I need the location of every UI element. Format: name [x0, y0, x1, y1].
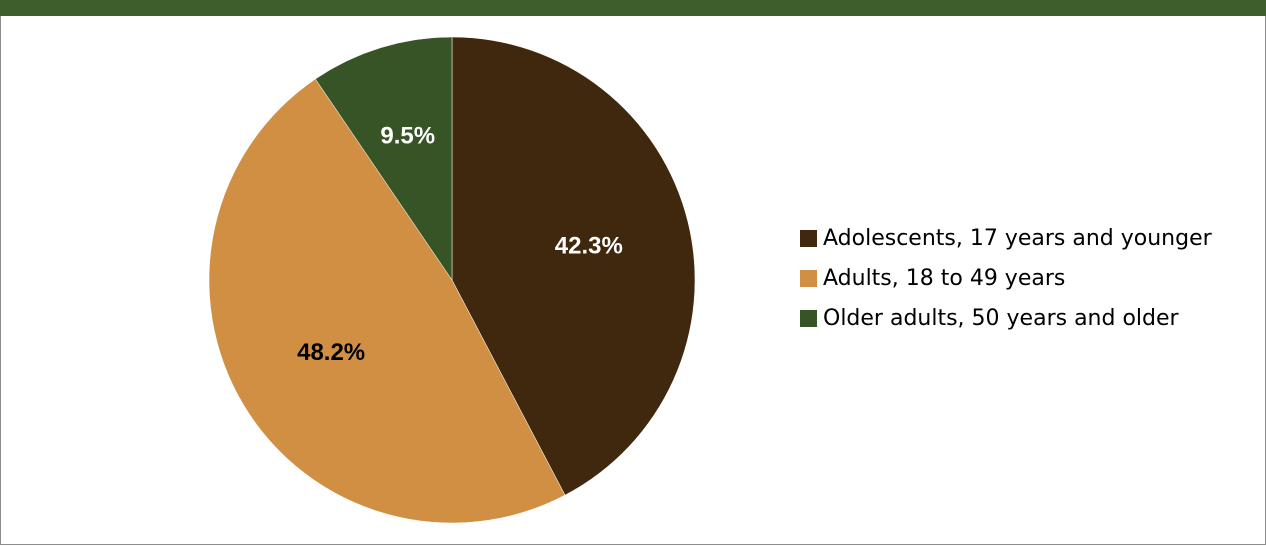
data-label-older-adults: 9.5% — [380, 123, 435, 150]
pie-slice-adolescents — [451, 36, 696, 496]
data-label-adults: 48.2% — [297, 339, 365, 366]
legend-item-older-adults: Older adults, 50 years and older — [800, 298, 1212, 338]
legend-label-adults: Adults, 18 to 49 years — [823, 265, 1066, 291]
legend-label-older-adults: Older adults, 50 years and older — [823, 305, 1179, 331]
pie-slice-older-adults — [315, 36, 453, 281]
legend-label-adolescents: Adolescents, 17 years and younger — [823, 225, 1212, 251]
legend-item-adolescents: Adolescents, 17 years and younger — [800, 218, 1212, 258]
chart-legend: Adolescents, 17 years and younger Adults… — [800, 218, 1212, 338]
data-label-adolescents: 42.3% — [555, 233, 623, 260]
top-accent-bar — [0, 0, 1266, 16]
pie-slice-adults — [208, 78, 566, 524]
legend-item-adults: Adults, 18 to 49 years — [800, 258, 1212, 298]
legend-swatch-older-adults — [800, 309, 817, 327]
legend-swatch-adults — [800, 269, 817, 287]
legend-swatch-adolescents — [800, 229, 817, 247]
